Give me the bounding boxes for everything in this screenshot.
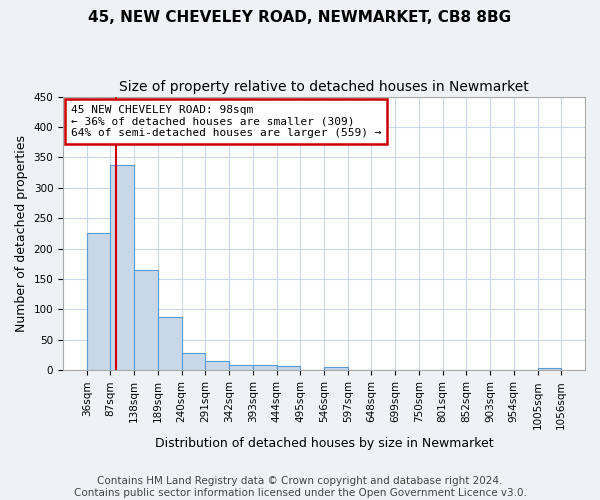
- Bar: [110, 166, 134, 370]
- Bar: [87, 233, 110, 370]
- Bar: [324, 368, 348, 370]
- Bar: [182, 354, 205, 370]
- Text: 45, NEW CHEVELEY ROAD, NEWMARKET, CB8 8BG: 45, NEW CHEVELEY ROAD, NEWMARKET, CB8 8B…: [88, 10, 512, 25]
- Bar: [229, 366, 253, 370]
- Text: 45 NEW CHEVELEY ROAD: 98sqm
← 36% of detached houses are smaller (309)
64% of se: 45 NEW CHEVELEY ROAD: 98sqm ← 36% of det…: [71, 105, 382, 138]
- Y-axis label: Number of detached properties: Number of detached properties: [15, 135, 28, 332]
- Bar: [205, 361, 229, 370]
- Title: Size of property relative to detached houses in Newmarket: Size of property relative to detached ho…: [119, 80, 529, 94]
- X-axis label: Distribution of detached houses by size in Newmarket: Distribution of detached houses by size …: [155, 437, 493, 450]
- Bar: [134, 270, 158, 370]
- Bar: [253, 366, 277, 370]
- Bar: [538, 368, 561, 370]
- Bar: [277, 366, 300, 370]
- Text: Contains HM Land Registry data © Crown copyright and database right 2024.
Contai: Contains HM Land Registry data © Crown c…: [74, 476, 526, 498]
- Bar: [158, 317, 182, 370]
